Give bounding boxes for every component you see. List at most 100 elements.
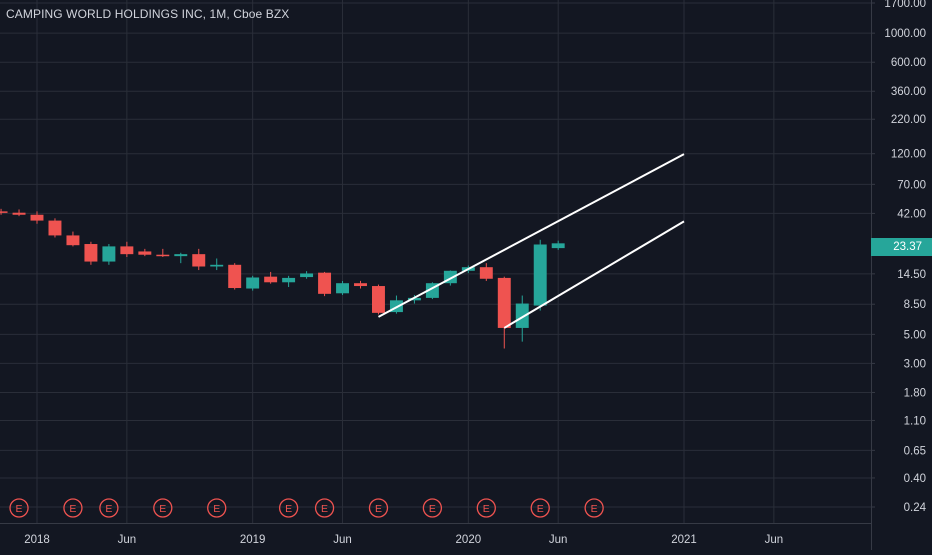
price-axis-tick-label: 120.00	[891, 149, 926, 161]
candle-body	[300, 273, 314, 278]
candle-body	[318, 272, 332, 294]
earnings-marker-label: E	[16, 503, 23, 515]
time-axis-tick-label: 2021	[671, 534, 697, 546]
candle-body	[156, 254, 170, 257]
candle	[48, 218, 62, 238]
earnings-marker[interactable]: E	[584, 498, 604, 518]
candle	[372, 284, 385, 315]
earnings-marker-circle	[207, 498, 227, 518]
earnings-marker[interactable]: E	[368, 498, 389, 518]
candle-body	[533, 244, 547, 306]
candle	[120, 241, 134, 258]
candle	[300, 271, 314, 279]
candle-body	[210, 264, 224, 267]
trendline	[378, 153, 685, 318]
earnings-marker[interactable]: E	[476, 498, 496, 518]
time-axis-tick-label: 2019	[240, 534, 266, 546]
earnings-marker[interactable]: E	[314, 498, 335, 518]
candle	[174, 252, 188, 264]
earnings-marker-label: E	[213, 503, 220, 515]
candle	[156, 248, 170, 258]
candle	[228, 263, 242, 290]
candle	[66, 231, 80, 247]
earnings-marker-circle	[368, 498, 389, 518]
earnings-marker[interactable]: E	[99, 498, 119, 518]
time-axis: 2018 Jun 2019 Jun 2020 Jun 2021 Jun	[24, 534, 783, 546]
candle-body	[336, 283, 349, 294]
price-axis-tick-label: 1.10	[904, 415, 926, 427]
candle	[192, 248, 206, 271]
price-axis-tick-label: 8.50	[904, 299, 926, 311]
candle-body	[407, 297, 421, 301]
candle	[84, 241, 98, 265]
earnings-marker-label: E	[105, 503, 112, 515]
candle-body	[66, 235, 80, 246]
price-axis-tick-label: 0.65	[904, 445, 926, 457]
earnings-marker-label: E	[285, 503, 292, 515]
time-axis-tick-label: Jun	[549, 534, 568, 546]
earnings-marker-circle	[584, 498, 604, 518]
earnings-marker-label: E	[537, 503, 544, 515]
candle	[0, 208, 8, 215]
candle	[354, 280, 367, 289]
grid-lines	[0, 0, 871, 523]
time-axis-tick-label: 2018	[24, 534, 50, 546]
earnings-marker-label: E	[483, 503, 490, 515]
earnings-marker[interactable]: E	[530, 498, 550, 518]
trendlines	[378, 153, 685, 329]
price-axis-tick-label: 14.50	[897, 269, 926, 281]
earnings-marker-label: E	[159, 503, 166, 515]
candle-body	[102, 246, 116, 262]
candle	[318, 271, 332, 297]
candle	[515, 295, 529, 342]
candle	[210, 258, 224, 271]
price-axis-tick-label: 600.00	[891, 57, 926, 69]
price-axis-tick-label: 1700.00	[884, 0, 926, 10]
time-axis-tick-label: Jun	[765, 534, 784, 546]
candle-body	[120, 246, 134, 255]
earnings-marker[interactable]: E	[153, 498, 173, 518]
candle	[497, 276, 511, 349]
candle	[551, 240, 565, 250]
earnings-marker-circle	[9, 498, 29, 518]
candle-body	[12, 212, 26, 215]
earnings-marker[interactable]: E	[278, 498, 299, 518]
candle	[12, 209, 26, 217]
earnings-marker[interactable]: E	[63, 498, 83, 518]
earnings-marker-circle	[314, 498, 335, 518]
candle-body	[174, 254, 188, 257]
candle	[407, 294, 421, 304]
price-axis-tick-label: 360.00	[891, 86, 926, 98]
earnings-marker-circle	[530, 498, 550, 518]
candle-body	[479, 267, 493, 279]
candle	[533, 239, 547, 311]
time-axis-tick-label: 2020	[456, 534, 482, 546]
earnings-marker[interactable]: E	[207, 498, 227, 518]
earnings-marker-circle	[153, 498, 173, 518]
last-price-badge: 23.37	[871, 237, 932, 256]
candle-body	[497, 277, 511, 328]
candle-body	[48, 220, 62, 236]
price-axis-tick-label: 1.80	[904, 387, 926, 399]
earnings-marker-circle	[99, 498, 119, 518]
price-axis-tick-label: 42.00	[897, 208, 926, 220]
candle-body	[0, 211, 8, 213]
earnings-marker[interactable]: E	[422, 498, 443, 518]
candle-body	[84, 244, 98, 262]
candle-body	[192, 254, 206, 267]
candle-body	[372, 286, 385, 313]
earnings-marker-label: E	[69, 503, 76, 515]
time-axis-tick-label: Jun	[333, 534, 352, 546]
candle	[282, 275, 296, 288]
candle-body	[551, 243, 565, 249]
candle	[246, 275, 260, 291]
earnings-marker-circle	[476, 498, 496, 518]
candle-body	[264, 276, 278, 283]
price-axis: 1700.00 1000.00 600.00 360.00 220.00 120.00 70…	[871, 0, 927, 514]
earnings-marker[interactable]: E	[9, 498, 29, 518]
candle	[138, 248, 152, 257]
